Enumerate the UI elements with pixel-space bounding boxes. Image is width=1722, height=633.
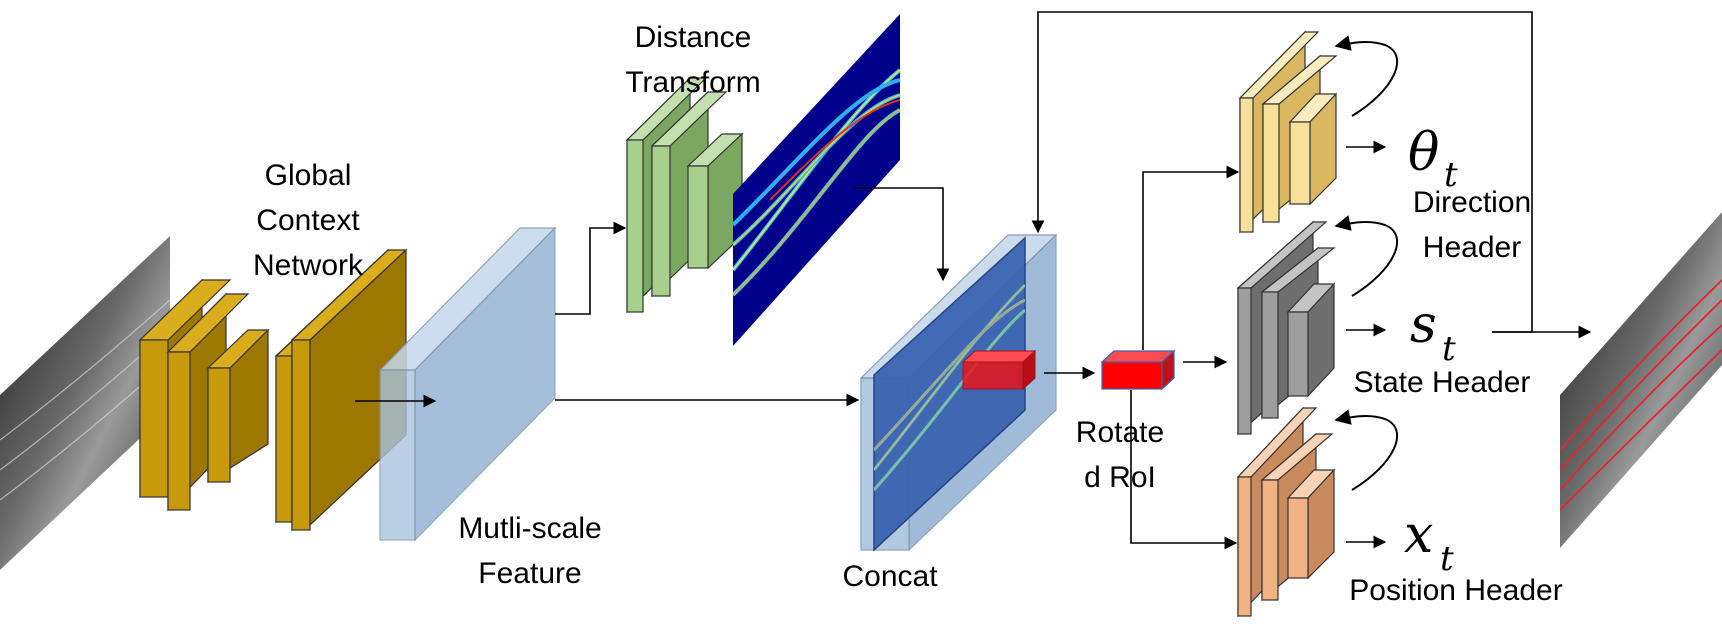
distance-transform-label-line2: Transform xyxy=(625,66,761,99)
rotated-roi-label-line1: Rotate xyxy=(1076,416,1164,449)
state-recurrent-loop xyxy=(1334,215,1398,297)
multi-scale-feature-block xyxy=(378,226,557,542)
distance-transform-label-line1: Distance xyxy=(635,21,752,54)
distance-heatmap xyxy=(733,14,900,346)
state-subscript: t xyxy=(1442,329,1456,369)
output-road-image xyxy=(1560,212,1722,548)
position-header-label: Position Header xyxy=(1349,574,1562,607)
x-t-symbol: x t xyxy=(1404,505,1454,579)
direction-header-label-line1: Direction xyxy=(1413,186,1531,219)
direction-recurrent-loop xyxy=(1334,35,1398,117)
concat-label: Concat xyxy=(842,560,938,593)
direction-header-block xyxy=(1238,30,1338,234)
heatmap-to-concat-arrow xyxy=(855,187,950,282)
distance-transform-network xyxy=(625,76,744,314)
s-t-symbol: s t xyxy=(1410,295,1456,369)
global-context-label-line2: Context xyxy=(256,204,360,237)
global-context-network xyxy=(138,248,408,532)
roi-to-position-arrow xyxy=(1130,390,1238,550)
state-header-block xyxy=(1236,220,1336,436)
theta-subscript: t xyxy=(1444,155,1458,195)
multi-scale-label-line2: Feature xyxy=(478,557,581,590)
global-context-label-line1: Global xyxy=(265,159,352,192)
position-symbol: x xyxy=(1404,505,1433,565)
direction-header-label-line2: Header xyxy=(1423,231,1521,264)
position-subscript: t xyxy=(1440,539,1454,579)
rotated-roi-label-line2: d RoI xyxy=(1084,461,1156,494)
position-header-block xyxy=(1236,406,1336,618)
theta-symbol: θ xyxy=(1408,123,1439,183)
concat-roi-box xyxy=(961,349,1037,391)
concat-block xyxy=(859,233,1058,552)
multi-scale-label-line1: Mutli-scale xyxy=(458,512,601,545)
rotated-roi-block xyxy=(1100,349,1176,391)
gold-block-3 xyxy=(206,328,270,484)
roi-to-direction-arrow xyxy=(1142,165,1240,350)
global-context-label-line3: Network xyxy=(253,249,364,282)
state-header-label: State Header xyxy=(1354,366,1531,399)
position-recurrent-loop xyxy=(1334,409,1398,491)
feature-to-distance-arrow xyxy=(555,221,627,315)
state-symbol: s xyxy=(1410,295,1437,355)
theta-t-symbol: θ t xyxy=(1408,123,1458,195)
